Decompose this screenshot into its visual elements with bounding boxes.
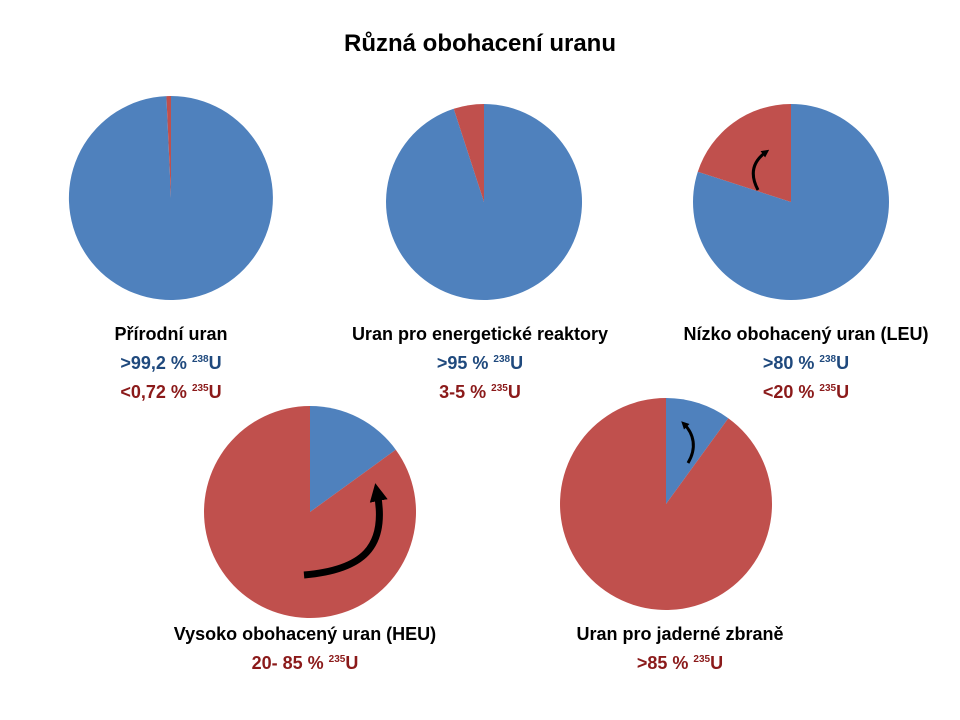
pie-slice-u235	[697, 104, 791, 202]
pie-slice-u235	[166, 95, 171, 198]
pie-caption-heu: Vysoko obohacený uran (HEU) 20- 85 % 235…	[130, 620, 480, 678]
pie-title: Přírodní uran	[114, 324, 228, 344]
legend-235: <0,72 % 235U	[120, 382, 222, 402]
pie-caption-reactor-uranium: Uran pro energetické reaktory >95 % 238U…	[320, 320, 640, 407]
pie-title: Uran pro jaderné zbraně	[576, 624, 784, 644]
pie-title: Nízko obohacený uran (LEU)	[683, 324, 929, 344]
pie-chart-2	[386, 104, 583, 300]
curved-arrow-icon	[681, 421, 695, 464]
legend-235: <20 % 235U	[762, 382, 850, 402]
pie-slice-u238	[386, 104, 583, 300]
pie-slice-u235	[453, 104, 484, 202]
page-title: Různá obohacení uranu	[343, 30, 616, 57]
legend-238: >80 % 238U	[762, 353, 850, 373]
legend-235: >85 % 235U	[636, 653, 724, 673]
curved-arrow-icon	[303, 483, 388, 579]
pie-chart-4	[204, 406, 417, 618]
pie-slice-u235	[204, 406, 417, 618]
pie-caption-leu: Nízko obohacený uran (LEU) >80 % 238U <2…	[656, 320, 956, 407]
enrichment-arrows	[303, 149, 770, 579]
legend-235: 3-5 % 235U	[439, 382, 521, 402]
pie-chart-3	[693, 104, 890, 300]
pie-slice-u238	[310, 406, 396, 512]
pie-caption-weapons-uranium: Uran pro jaderné zbraně >85 % 235U	[530, 620, 830, 678]
pie-caption-natural-uranium: Přírodní uran >99,2 % 238U <0,72 % 235U	[60, 320, 282, 407]
pie-slice-u238	[693, 104, 890, 300]
legend-238: >99,2 % 238U	[120, 353, 222, 373]
pie-title: Uran pro energetické reaktory	[351, 324, 609, 344]
pie-slice-u235	[560, 398, 773, 610]
pie-title: Vysoko obohacený uran (HEU)	[173, 624, 437, 644]
pie-chart-1	[68, 95, 273, 300]
curved-arrow-icon	[751, 149, 770, 191]
legend-235: 20- 85 % 235U	[251, 653, 359, 673]
pie-slice-u238	[68, 96, 273, 300]
legend-238: >95 % 238U	[436, 353, 524, 373]
pie-chart-5	[560, 398, 773, 610]
